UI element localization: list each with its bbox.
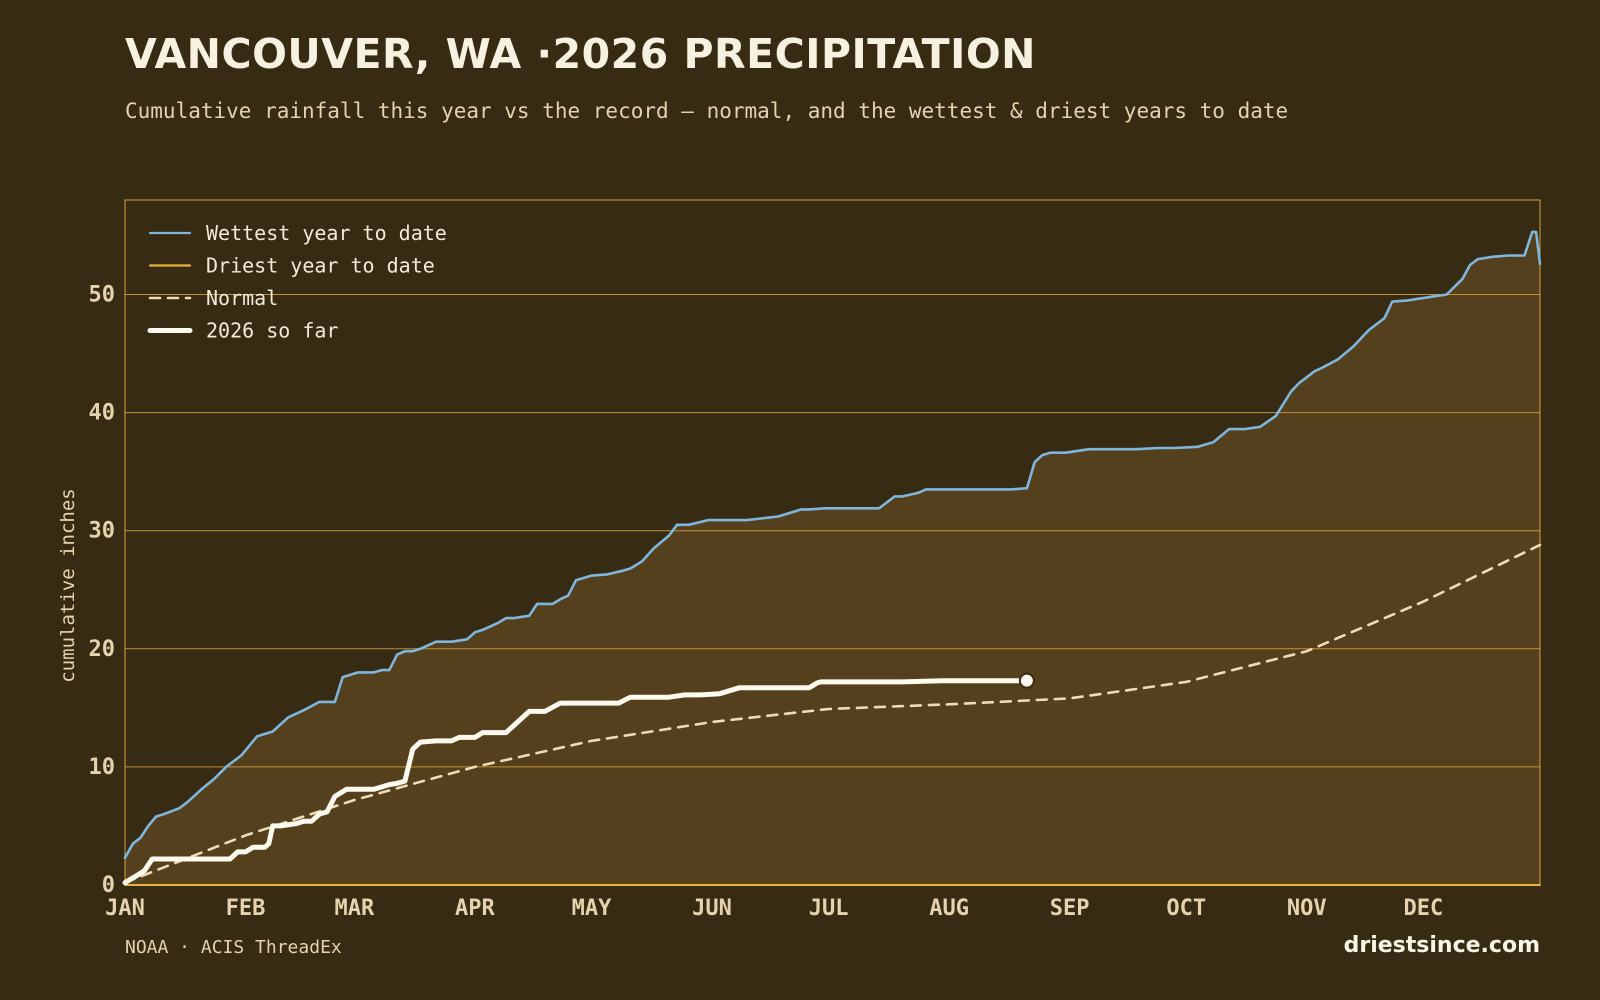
data-source: NOAA · ACIS ThreadEx (125, 937, 342, 958)
x-tick-label: JUL (809, 896, 849, 921)
legend-label: Wettest year to date (206, 221, 447, 245)
legend-label: Normal (206, 286, 278, 310)
y-tick-label: 40 (89, 401, 116, 426)
axes: 0 10 20 30 40 50 JAN FEB MAR APR MAY JUN JUL AUG SEP OC… (57, 282, 1443, 921)
area-fill-layer (125, 231, 1540, 885)
x-tick-label: JAN (105, 896, 145, 921)
x-tick-label: APR (455, 896, 495, 921)
chart-subtitle: Cumulative rainfall this year vs the rec… (125, 99, 1289, 123)
y-tick-label: 10 (89, 755, 116, 780)
y-tick-label: 0 (102, 873, 115, 898)
wettest-area-fill (125, 231, 1540, 885)
x-tick-label: AUG (929, 896, 969, 921)
chart-title: VANCOUVER, WA ·2026 PRECIPITATION (125, 30, 1036, 78)
legend-label: 2026 so far (206, 319, 338, 343)
legend: Wettest year to date Driest year to date N… (147, 221, 447, 343)
x-tick-label: SEP (1050, 896, 1090, 921)
x-tick-label: OCT (1166, 896, 1206, 921)
y-tick-label: 20 (89, 637, 116, 662)
x-tick-label: NOV (1287, 896, 1327, 921)
y-axis-label: cumulative inches (57, 488, 79, 682)
normal-line (123, 543, 1542, 884)
current-year-endpoint-marker (1018, 672, 1035, 689)
y-tick-label: 30 (89, 519, 116, 544)
legend-label: Driest year to date (206, 254, 435, 278)
brand-link[interactable]: driestsince.com (1343, 933, 1540, 958)
series-layer (122, 230, 1542, 886)
x-tick-label: MAR (334, 896, 374, 921)
x-tick-label: DEC (1404, 896, 1444, 921)
x-tick-label: FEB (226, 896, 266, 921)
wettest-line (123, 230, 1542, 860)
y-tick-label: 50 (89, 282, 116, 307)
x-tick-label: JUN (692, 896, 732, 921)
current-year-line (122, 678, 1030, 886)
x-tick-label: MAY (572, 896, 612, 921)
